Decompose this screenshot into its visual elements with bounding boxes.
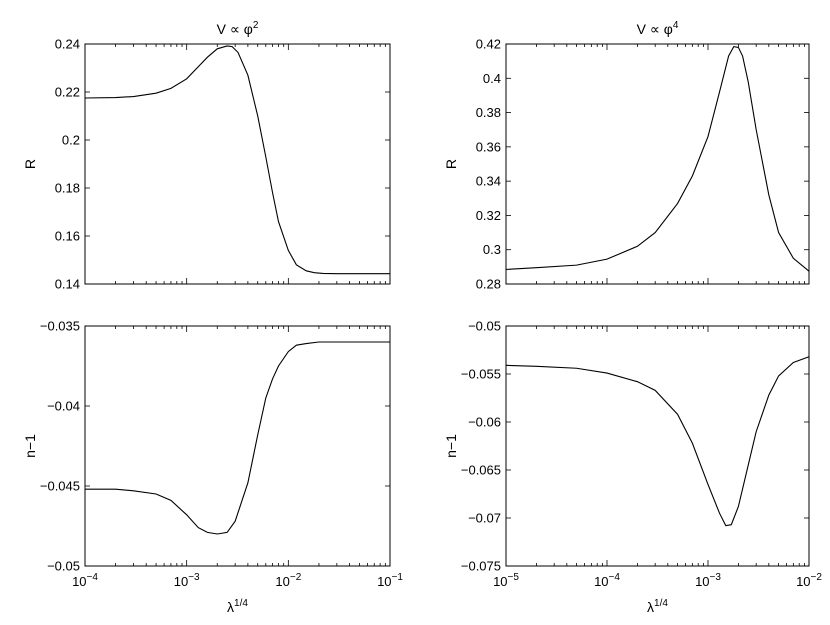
y-tick-label: 0.22 xyxy=(55,85,80,100)
x-tick-label: 10−3 xyxy=(174,572,200,589)
x-tick-label: 10−2 xyxy=(796,572,822,589)
y-tick-label: −0.05 xyxy=(468,319,501,334)
x-tick-label: 10−4 xyxy=(72,572,98,589)
y-tick-label: 0.38 xyxy=(476,105,501,120)
y-tick-label: −0.035 xyxy=(40,319,80,334)
y-tick-label: 0.36 xyxy=(476,139,501,154)
y-axis-label: n−1 xyxy=(443,434,459,458)
y-tick-label: 0.3 xyxy=(483,242,501,257)
x-axis-label: λ1/4 xyxy=(227,598,248,615)
y-tick-label: 0.2 xyxy=(62,133,80,148)
axes-frame xyxy=(84,325,391,567)
y-tick-label: −0.065 xyxy=(461,463,501,478)
x-axis-label: λ1/4 xyxy=(647,598,668,615)
y-tick-label: 0.42 xyxy=(476,37,501,52)
data-curve xyxy=(505,356,810,527)
chart-title: V ∝ φ2 xyxy=(217,20,259,37)
x-tick-label: 10−4 xyxy=(594,572,620,589)
panel-n-phi4: −0.075 −0.07 −0.065 −0.06 −0.055 −0.05 10−5 10−… xyxy=(443,319,822,616)
y-tick-label: 0.16 xyxy=(55,229,80,244)
data-curve xyxy=(85,341,390,535)
panel-r-phi4: 0.28 0.3 0.32 0.34 0.36 0.38 0.4 0.42 V ∝ φ4 R xyxy=(443,20,810,292)
y-tick-label: 0.32 xyxy=(476,208,501,223)
x-tick-label: 10−2 xyxy=(275,572,301,589)
y-tick-label: 0.34 xyxy=(476,174,501,189)
x-tick-label: 10−3 xyxy=(695,572,721,589)
y-tick-label: −0.075 xyxy=(461,559,501,574)
y-tick-label: 0.24 xyxy=(55,37,80,52)
x-tick-label: 10−1 xyxy=(377,572,403,589)
data-curve xyxy=(505,45,810,272)
y-tick-label: −0.06 xyxy=(468,415,501,430)
panel-n-phi2: −0.05 −0.045 −0.04 −0.035 10−4 10−3 10−2 10−1 n−… xyxy=(22,319,403,616)
y-tick-label: −0.04 xyxy=(47,399,80,414)
y-tick-label: −0.05 xyxy=(47,559,80,574)
y-tick-label: −0.045 xyxy=(40,479,80,494)
axes-frame xyxy=(505,43,810,285)
y-tick-label: 0.4 xyxy=(483,71,501,86)
y-tick-label: 0.18 xyxy=(55,181,80,196)
y-tick-label: 0.28 xyxy=(476,277,501,292)
panel-r-phi2: 0.14 0.16 0.18 0.2 0.22 0.24 V ∝ φ2 R xyxy=(22,20,391,292)
y-axis-label: n−1 xyxy=(22,434,38,458)
y-tick-label: 0.14 xyxy=(55,277,80,292)
y-tick-label: −0.055 xyxy=(461,367,501,382)
chart-title: V ∝ φ4 xyxy=(637,20,679,37)
y-axis-label: R xyxy=(443,159,459,169)
x-tick-label: 10−5 xyxy=(493,572,519,589)
axes-frame xyxy=(505,325,810,567)
data-curve xyxy=(84,45,390,275)
axes-frame xyxy=(84,43,391,285)
y-tick-label: −0.07 xyxy=(468,511,501,526)
y-axis-label: R xyxy=(22,159,38,169)
